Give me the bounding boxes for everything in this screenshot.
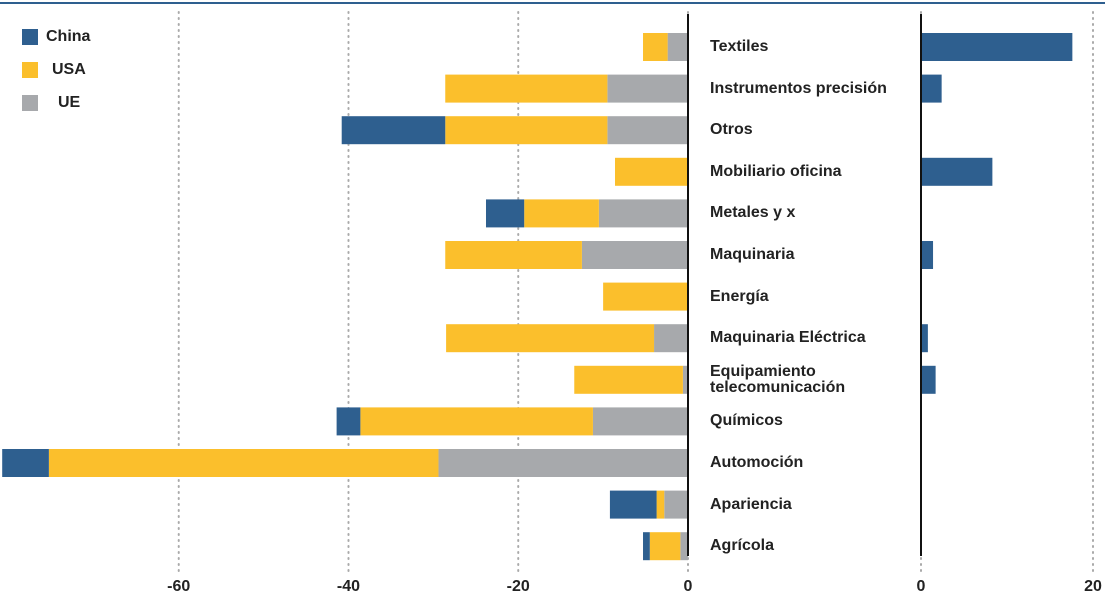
legend-label: China (46, 28, 91, 45)
category-label: Equipamiento telecomunicación (710, 362, 846, 396)
bar (664, 490, 688, 519)
bar (360, 407, 593, 436)
bar (609, 490, 657, 519)
category-label: Apariencia (710, 495, 792, 513)
bar (445, 116, 608, 145)
legend-label: UE (58, 94, 81, 111)
x-tick-label: -20 (507, 578, 530, 595)
bar (598, 199, 688, 228)
bar (445, 241, 582, 269)
bar (921, 74, 942, 103)
bar (667, 33, 688, 61)
legend-label: USA (52, 61, 86, 78)
bar (524, 199, 599, 228)
category-label: Maquinaria Eléctrica (710, 329, 866, 347)
bar (603, 282, 688, 311)
bar (643, 33, 668, 61)
bar (921, 365, 936, 394)
bar (921, 241, 934, 269)
bar (341, 116, 446, 145)
bar (643, 532, 650, 561)
category-label: Otros (710, 121, 753, 139)
legend-swatch (22, 95, 38, 111)
bar (921, 157, 993, 186)
category-label: Textiles (710, 38, 769, 55)
bar (682, 365, 688, 394)
category-label: Energía (710, 287, 769, 305)
bar (921, 324, 928, 353)
x-tick-label: 0 (917, 578, 926, 595)
bar (2, 449, 49, 477)
bar (680, 532, 688, 561)
bar (607, 116, 688, 145)
x-tick-label: 0 (684, 578, 693, 595)
category-label: Instrumentos precisión (710, 79, 887, 97)
bar (615, 157, 688, 186)
bar (592, 407, 688, 436)
bar (649, 532, 681, 561)
category-label: Mobiliario oficina (710, 162, 842, 180)
bar (438, 449, 688, 477)
category-label: Maquinaria (710, 246, 795, 263)
bar (485, 199, 525, 228)
category-label: Metales y x (710, 204, 796, 222)
category-label: Químicos (710, 412, 783, 430)
bar (656, 490, 665, 519)
category-label: Agrícola (710, 537, 775, 555)
bar (336, 407, 361, 436)
bar (446, 324, 655, 353)
x-tick-label: -40 (337, 578, 360, 595)
legend-swatch (22, 29, 38, 45)
bar (48, 449, 439, 477)
x-tick-label: 20 (1084, 578, 1102, 595)
category-label: Automoción (710, 454, 804, 471)
x-tick-label: -60 (167, 578, 190, 595)
legend-swatch (22, 62, 38, 78)
bar (607, 74, 688, 103)
bar (654, 324, 688, 353)
bar (581, 241, 688, 269)
bar (574, 365, 683, 394)
bar (445, 74, 608, 103)
bar (921, 33, 1073, 61)
